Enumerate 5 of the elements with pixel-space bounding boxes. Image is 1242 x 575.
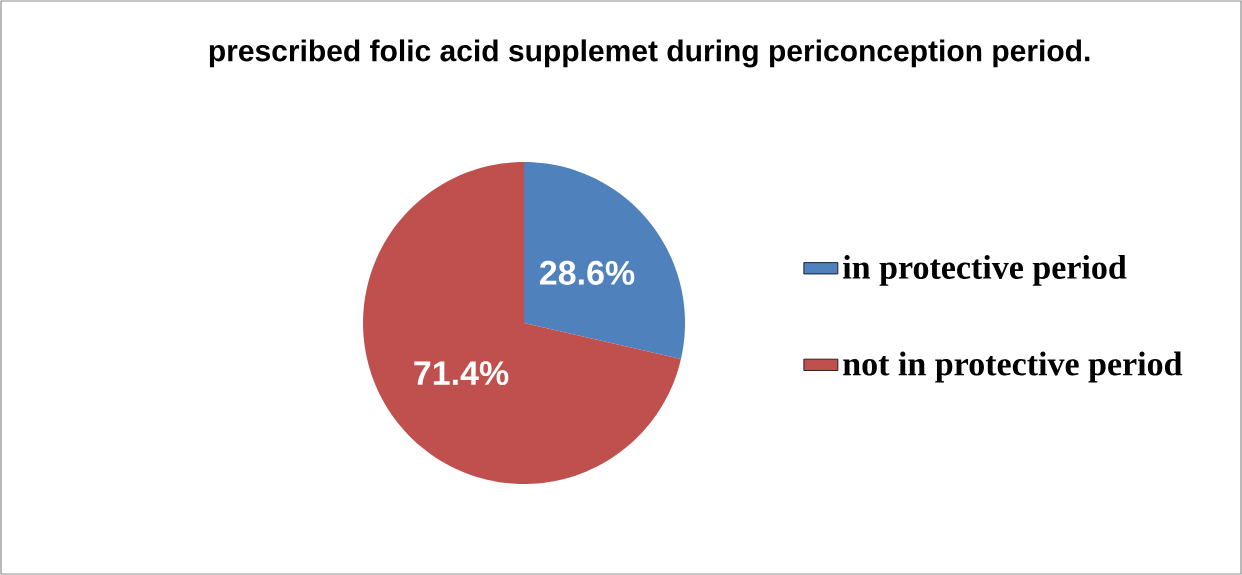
legend-label: in protective period bbox=[843, 254, 1127, 286]
chart-title: prescribed folic acid supplemet during periconception period. bbox=[209, 39, 1090, 68]
legend-label: not in protective period bbox=[843, 351, 1183, 383]
data-label: 71.4% bbox=[414, 361, 509, 386]
data-label: 28.6% bbox=[539, 260, 635, 285]
